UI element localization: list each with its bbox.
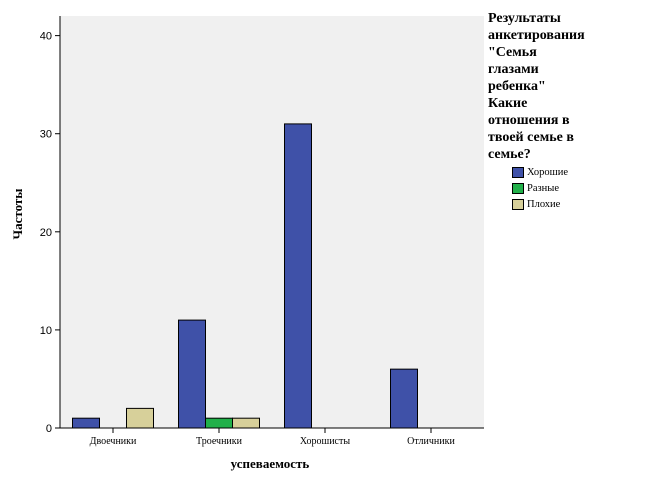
y-tick-label: 0 <box>46 423 52 435</box>
legend-swatch <box>512 182 524 194</box>
legend-label: Хорошие <box>527 166 569 178</box>
x-tick-label: Двоечники <box>90 436 137 447</box>
x-tick-label: Хорошисты <box>300 436 350 447</box>
bar <box>390 368 418 429</box>
bar <box>232 417 260 429</box>
legend-label: Разные <box>527 182 559 194</box>
bar <box>178 319 206 429</box>
bar <box>72 417 100 429</box>
y-tick-label: 20 <box>40 227 52 239</box>
plot-background <box>60 16 484 428</box>
x-tick-label: Отличники <box>407 436 455 447</box>
legend-item: Плохие <box>512 196 568 212</box>
y-axis-label: Частоты <box>10 189 25 240</box>
bar <box>284 123 312 429</box>
legend: Хорошие Разные Плохие <box>512 164 568 212</box>
bars <box>72 123 418 429</box>
y-tick-label: 40 <box>40 31 52 43</box>
plot-area <box>60 16 484 428</box>
legend-item: Хорошие <box>512 164 568 180</box>
x-tick-label: Троечники <box>196 436 243 447</box>
bar <box>205 417 233 429</box>
y-tick-label: 10 <box>40 325 52 337</box>
bar <box>126 407 154 429</box>
legend-item: Разные <box>512 180 568 196</box>
legend-swatch <box>512 198 524 210</box>
legend-title: Результаты анкетирования "Семья глазами … <box>488 11 585 162</box>
y-tick-label: 30 <box>40 129 52 141</box>
legend-label: Плохие <box>527 198 561 210</box>
axes: 0 10 20 30 40 Двоечники Троечники Хорошисты Отли… <box>40 16 484 447</box>
legend-swatch <box>512 166 524 178</box>
x-axis-label: успеваемость <box>231 456 310 471</box>
